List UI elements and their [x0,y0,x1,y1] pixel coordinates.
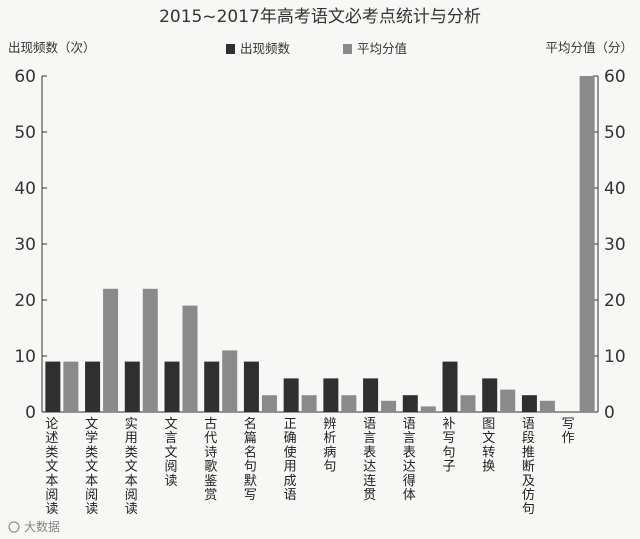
legend-swatch-frequency [226,44,235,54]
category-labels: 论述类文本阅读 文学类文本阅读 实用类文本阅读 文言文阅读 古代诗歌鉴赏 名篇名句默写 正确… [45,416,574,517]
bar-frequency-11 [482,378,498,412]
x-category-label-9: 语言表达得体 [403,417,416,503]
bar-score-0 [63,361,79,412]
x-category-label-7: 辨析病句 [323,417,336,475]
x-category-label-4: 古代诗歌鉴赏 [204,417,217,503]
bar-score-4 [222,350,238,412]
y-tick-left-10: 10 [14,347,36,367]
y-axis-left-title: 出现频数（次） [8,40,96,55]
y-tick-right-30: 30 [604,235,626,255]
x-category-label-10: 补写句子 [442,417,455,475]
x-category-label-1: 文学类文本阅读 [85,417,98,517]
x-category-label-0: 论述类文本阅读 [45,417,58,517]
legend-label-frequency: 出现频数 [240,41,291,56]
y-tick-left-40: 40 [14,179,36,199]
x-category-label-13: 写作 [562,417,575,446]
x-category-label-3: 文言文阅读 [164,417,177,489]
y-tick-left-0: 0 [25,403,36,423]
bar-frequency-10 [442,361,458,412]
y-tick-left-20: 20 [14,291,36,311]
y-tick-right-0: 0 [604,403,615,423]
y-tick-left-60: 60 [14,67,36,87]
bar-frequency-0 [45,361,61,412]
bars [45,76,595,412]
bar-score-7 [341,395,357,412]
bar-frequency-9 [402,395,418,412]
y-tick-left-30: 30 [14,235,36,255]
bar-score-1 [103,288,119,412]
y-tick-right-60: 60 [604,67,626,87]
bar-frequency-2 [124,361,140,412]
bar-frequency-5 [243,361,259,412]
bar-frequency-6 [283,378,299,412]
bar-frequency-12 [521,395,537,412]
bar-score-2 [142,288,158,412]
x-category-label-2: 实用类文本阅读 [125,417,138,517]
x-category-label-5: 名篇名句默写 [244,416,257,503]
bar-score-3 [182,305,198,412]
chart-title: 2015~2017年高考语文必考点统计与分析 [159,7,481,27]
y-tick-right-20: 20 [604,291,626,311]
x-category-label-12: 语段推断及仿句 [522,417,535,517]
bar-score-10 [460,395,476,412]
bar-frequency-3 [164,361,180,412]
bar-score-12 [539,400,555,412]
weibo-icon [8,521,20,533]
legend: 出现频数 平均分值 [226,41,407,56]
y-tick-right-10: 10 [604,347,626,367]
y-axis-right-title: 平均分值（分） [545,40,633,55]
watermark: 大数据 [8,519,60,534]
x-category-label-8: 语言表达连贯 [363,417,376,503]
bar-score-8 [381,400,397,412]
bar-frequency-1 [85,361,101,412]
watermark-text: 大数据 [24,519,60,534]
bar-frequency-7 [323,378,339,412]
legend-label-score: 平均分值 [357,41,407,56]
bar-score-5 [261,395,277,412]
x-category-label-6: 正确使用成语 [284,417,297,503]
bar-frequency-8 [363,378,379,412]
y-tick-right-50: 50 [604,123,626,143]
y-axis-left: 0 10 20 30 40 50 60 [14,67,47,423]
legend-swatch-score [343,44,352,54]
y-tick-left-50: 50 [14,123,36,143]
x-category-label-11: 图文转换 [482,417,495,475]
y-axis-right: 0 10 20 30 40 50 60 [593,67,626,423]
bar-score-6 [301,395,317,412]
bar-score-13 [579,76,595,412]
bar-score-9 [420,406,436,412]
bar-score-11 [500,389,516,412]
bar-frequency-4 [204,361,220,412]
y-tick-right-40: 40 [604,179,626,199]
